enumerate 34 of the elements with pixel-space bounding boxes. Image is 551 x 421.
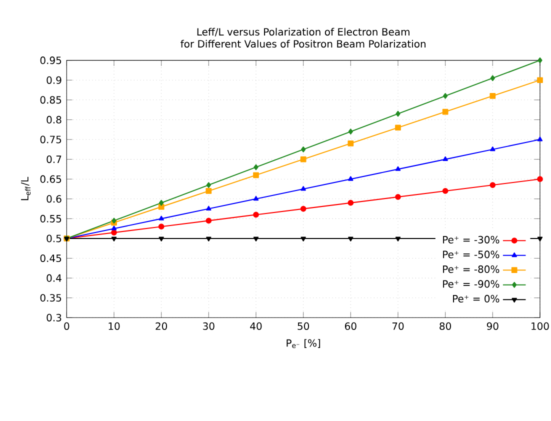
x-tick-label: 50 xyxy=(298,322,310,330)
y-tick-label: 0.4 xyxy=(46,274,62,282)
x-tick-label: 30 xyxy=(203,322,214,330)
y-tick-label: 0.85 xyxy=(40,96,62,104)
y-tick-label: 0.45 xyxy=(40,254,62,262)
y-tick-label: 0.55 xyxy=(40,214,62,222)
x-axis-title: P$_{e⁻}$ [%] xyxy=(286,339,320,348)
chart-subtitle: for Different Values of Positron Beam Polarization xyxy=(180,40,426,48)
legend-label: Pe⁺ = -30% xyxy=(443,236,500,244)
x-tick-label: 100 xyxy=(532,322,549,330)
y-tick-label: 0.95 xyxy=(40,56,62,64)
x-tick-label: 80 xyxy=(440,322,452,330)
y-tick-label: 0.7 xyxy=(46,156,62,164)
legend-label: Pe⁺ = 0% xyxy=(453,294,500,302)
y-tick-label: 0.75 xyxy=(40,136,62,144)
y-tick-label: 0.5 xyxy=(46,234,62,242)
y-axis-title: L$_{eff}$/L xyxy=(21,176,31,200)
x-tick-label: 20 xyxy=(156,322,168,330)
legend-label: Pe⁺ = -80% xyxy=(443,265,500,273)
y-tick-label: 0.3 xyxy=(46,314,62,322)
y-tick-label: 0.35 xyxy=(40,294,62,302)
legend-label: Pe⁺ = -50% xyxy=(443,250,500,258)
x-tick-label: 90 xyxy=(486,322,498,330)
y-tick-label: 0.6 xyxy=(46,195,62,203)
x-tick-label: 0 xyxy=(64,322,70,330)
chart-title: Leff/L versus Polarization of Electron Beam xyxy=(197,28,410,36)
x-tick-label: 40 xyxy=(250,322,262,330)
y-tick-label: 0.65 xyxy=(40,175,62,183)
y-tick-label: 0.9 xyxy=(46,76,62,84)
legend-label: Pe⁺ = -90% xyxy=(443,280,500,288)
x-tick-label: 10 xyxy=(108,322,120,330)
x-tick-label: 70 xyxy=(392,322,404,330)
x-tick-label: 60 xyxy=(344,322,356,330)
y-tick-label: 0.8 xyxy=(46,116,62,124)
